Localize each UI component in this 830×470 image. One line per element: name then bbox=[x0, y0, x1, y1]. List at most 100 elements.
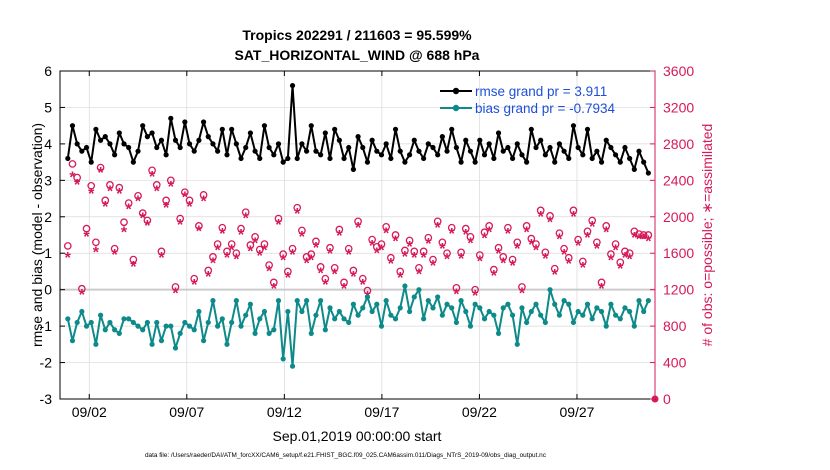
obs-assimilated-point: * bbox=[121, 224, 128, 241]
obs-assimilated-point: * bbox=[580, 260, 587, 277]
obs-possible-point bbox=[330, 263, 339, 272]
obs-possible-point bbox=[550, 264, 559, 273]
rmse-point bbox=[135, 148, 141, 154]
rmse-point bbox=[112, 152, 118, 158]
rmse-point bbox=[182, 119, 188, 125]
obs-assimilated-point: * bbox=[88, 186, 95, 203]
rmse-point bbox=[444, 148, 450, 154]
bias-point bbox=[397, 305, 403, 311]
rmse-point bbox=[556, 141, 563, 147]
obs-possible-point bbox=[87, 181, 96, 190]
x-tick-label: 09/27 bbox=[559, 404, 594, 420]
bias-point bbox=[224, 341, 230, 347]
obs-assimilated-point: * bbox=[219, 226, 226, 243]
obs-possible-point bbox=[616, 258, 625, 267]
bias-point bbox=[636, 298, 642, 304]
obs-possible-point bbox=[635, 230, 643, 238]
bias-point bbox=[402, 283, 408, 289]
bias-point bbox=[491, 312, 497, 318]
rmse-point bbox=[88, 159, 94, 165]
rmse-point bbox=[453, 144, 460, 151]
y-tick-label: -1 bbox=[40, 318, 53, 334]
rmse-point bbox=[205, 134, 211, 140]
obs-possible-point bbox=[560, 244, 568, 253]
obs-possible-point bbox=[237, 224, 245, 233]
bias-point bbox=[467, 323, 474, 329]
rmse-point bbox=[83, 144, 90, 151]
rmse-point bbox=[439, 134, 445, 140]
rmse-point bbox=[552, 159, 558, 165]
obs-assimilated-point: * bbox=[275, 217, 282, 234]
obs-assimilated-point: * bbox=[116, 186, 123, 203]
bias-point bbox=[112, 327, 118, 333]
obs-assimilated-point: * bbox=[397, 270, 404, 287]
bias-point bbox=[182, 319, 188, 326]
bias-point bbox=[210, 298, 216, 304]
y-tick-label: -2 bbox=[40, 355, 53, 371]
obs-assimilated-point: * bbox=[327, 246, 334, 263]
obs-assimilated-point: * bbox=[505, 226, 512, 243]
obs-assimilated-point: * bbox=[130, 259, 137, 276]
rmse-point bbox=[402, 159, 408, 165]
obs-assimilated-point: * bbox=[388, 256, 395, 273]
bias-point bbox=[140, 327, 146, 333]
rmse-point bbox=[318, 152, 324, 158]
bias-point bbox=[266, 330, 272, 336]
bias-point bbox=[374, 301, 380, 307]
rmse-point bbox=[622, 144, 628, 151]
rmse-point bbox=[603, 137, 609, 143]
bias-point bbox=[83, 323, 90, 329]
obs-assimilated-point: * bbox=[603, 224, 610, 241]
obs-assimilated-point: * bbox=[65, 250, 72, 267]
obs-possible-point bbox=[101, 196, 110, 205]
obs-possible-point bbox=[307, 250, 316, 258]
rmse-point bbox=[566, 155, 572, 162]
rmse-point bbox=[149, 130, 155, 136]
obs-assimilated-point: * bbox=[519, 285, 526, 302]
y-tick-label: 5 bbox=[44, 99, 52, 115]
obs-possible-point bbox=[148, 166, 156, 175]
bias-point bbox=[126, 316, 132, 322]
bias-point bbox=[453, 319, 460, 326]
obs-assimilated-point: * bbox=[172, 285, 179, 302]
obs-possible-point bbox=[181, 188, 189, 197]
bias-point bbox=[416, 287, 422, 293]
obs-possible-point bbox=[213, 240, 222, 248]
obs-possible-point bbox=[504, 223, 512, 232]
bias-point bbox=[425, 298, 431, 304]
obs-possible-point bbox=[152, 181, 161, 189]
rmse-point bbox=[266, 144, 272, 151]
y2-tick-label: 2000 bbox=[663, 209, 694, 225]
obs-assimilated-point: * bbox=[421, 250, 428, 267]
bias-point bbox=[243, 312, 249, 318]
bias-point bbox=[486, 308, 492, 315]
obs-possible-point bbox=[260, 240, 269, 248]
obs-assimilated-point: * bbox=[453, 286, 460, 303]
obs-possible-point bbox=[597, 278, 606, 287]
bias-point bbox=[280, 356, 286, 362]
obs-assimilated-point: * bbox=[79, 287, 86, 304]
bias-point bbox=[477, 305, 483, 311]
bias-point bbox=[449, 305, 455, 311]
obs-possible-point bbox=[363, 286, 372, 295]
rmse-point bbox=[308, 123, 314, 129]
obs-assimilated-point: * bbox=[622, 250, 629, 267]
bias-point bbox=[252, 330, 258, 336]
obs-possible-point bbox=[190, 274, 199, 283]
bias-point bbox=[346, 319, 352, 326]
obs-assimilated-point: * bbox=[556, 232, 563, 249]
y2-tick-label: 3600 bbox=[663, 63, 694, 79]
obs-assimilated-point: * bbox=[163, 200, 170, 217]
obs-possible-point bbox=[368, 235, 376, 244]
rmse-point bbox=[186, 141, 193, 147]
bias-point bbox=[341, 316, 347, 322]
obs-possible-point bbox=[569, 206, 578, 215]
rmse-point bbox=[102, 134, 108, 140]
rmse-point bbox=[158, 137, 165, 143]
bias-point bbox=[205, 319, 211, 326]
chart-subtitle: SAT_HORIZONTAL_WIND @ 688 hPa bbox=[235, 47, 480, 63]
bias-point bbox=[130, 319, 136, 326]
obs-assimilated-point: * bbox=[477, 254, 484, 271]
obs-possible-point bbox=[593, 238, 601, 247]
